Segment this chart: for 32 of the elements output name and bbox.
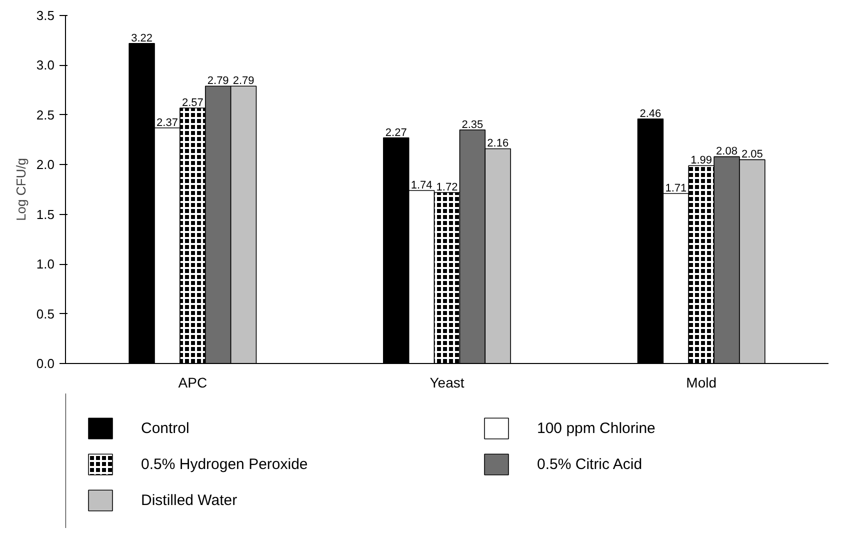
text: 2.0 bbox=[36, 157, 55, 172]
data-label: 2.46 bbox=[640, 108, 662, 120]
x-tick-label: APC bbox=[178, 374, 208, 390]
data-label: 2.08 bbox=[716, 146, 738, 158]
data-label: 1.74 bbox=[410, 179, 432, 192]
text: 3.0 bbox=[36, 58, 55, 73]
data-label: 2.16 bbox=[487, 138, 509, 150]
data-label: 2.05 bbox=[741, 148, 763, 161]
data-label: 2.79 bbox=[232, 75, 254, 88]
data-label: 2.27 bbox=[385, 126, 407, 139]
text: 3.5 bbox=[36, 8, 55, 23]
x-tick-label: Mold bbox=[686, 374, 717, 390]
data-label: 2.79 bbox=[207, 75, 229, 88]
legend-label: Distilled Water bbox=[141, 492, 238, 508]
data-label: 2.35 bbox=[462, 118, 484, 131]
data-label: 3.22 bbox=[131, 32, 153, 44]
data-label: 1.99 bbox=[690, 154, 712, 167]
text: 0.5 bbox=[36, 306, 55, 322]
legend-label: 0.5% Hydrogen Peroxide bbox=[141, 456, 309, 472]
legend-label: 100 ppm Chlorine bbox=[537, 420, 656, 436]
data-label: 1.71 bbox=[665, 182, 687, 194]
text: 0.0 bbox=[36, 356, 55, 371]
legend-label: 0.5% Citric Acid bbox=[537, 456, 644, 472]
y-axis-title: Log CFU/g bbox=[13, 158, 28, 221]
data-label: 2.37 bbox=[156, 116, 178, 129]
legend-label: Control bbox=[141, 420, 190, 436]
text: 1.5 bbox=[36, 206, 55, 222]
text: 2.5 bbox=[36, 107, 55, 122]
data-label: 2.57 bbox=[182, 96, 204, 109]
data-label: 1.72 bbox=[436, 181, 458, 194]
text: 1.0 bbox=[36, 256, 55, 272]
x-tick-label: Yeast bbox=[430, 374, 464, 390]
